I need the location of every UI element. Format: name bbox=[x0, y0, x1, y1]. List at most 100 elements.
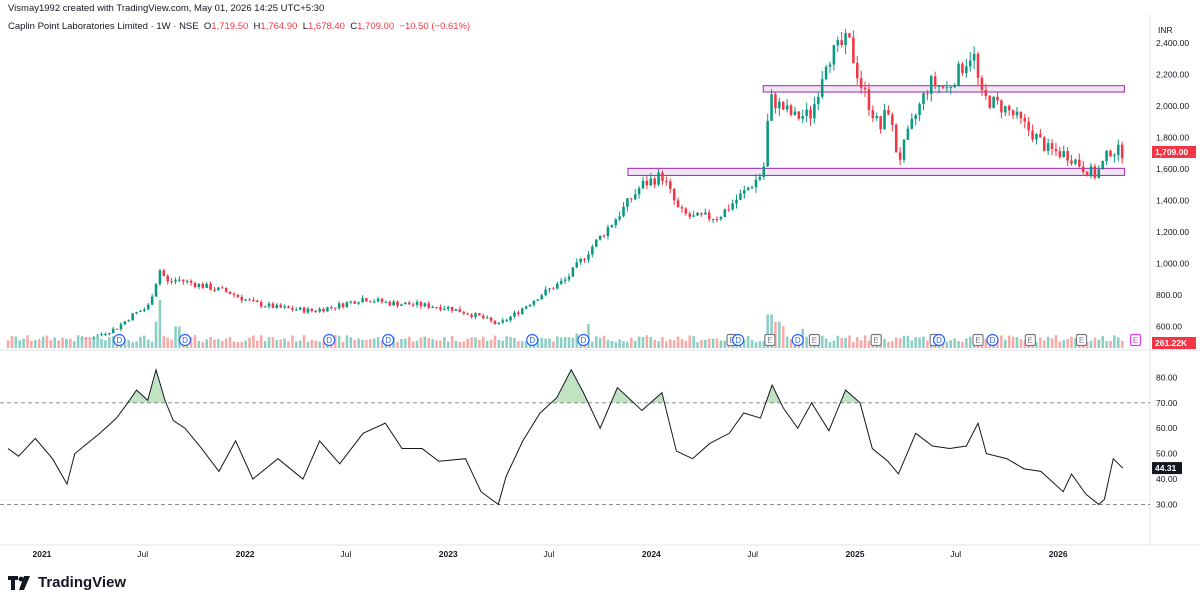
candle-body[interactable] bbox=[1027, 121, 1030, 131]
candle-body[interactable] bbox=[700, 212, 703, 215]
candle-body[interactable] bbox=[844, 33, 847, 46]
candle-body[interactable] bbox=[684, 208, 688, 214]
candle-body[interactable] bbox=[322, 308, 325, 312]
candle-body[interactable] bbox=[750, 187, 754, 189]
candle-body[interactable] bbox=[369, 301, 372, 303]
candle-body[interactable] bbox=[817, 96, 820, 105]
earnings-marker[interactable] bbox=[972, 333, 984, 347]
candle-body[interactable] bbox=[505, 320, 508, 322]
candle-body[interactable] bbox=[228, 291, 232, 294]
candle-body[interactable] bbox=[263, 306, 267, 308]
candle-body[interactable] bbox=[606, 227, 610, 237]
candle-body[interactable] bbox=[497, 322, 501, 325]
candle-body[interactable] bbox=[879, 116, 882, 130]
candle-body[interactable] bbox=[411, 304, 415, 306]
candle-body[interactable] bbox=[240, 296, 244, 301]
candle-body[interactable] bbox=[548, 288, 551, 290]
candle-body[interactable] bbox=[992, 96, 995, 108]
candle-body[interactable] bbox=[380, 298, 384, 302]
candle-body[interactable] bbox=[454, 309, 458, 311]
candle-body[interactable] bbox=[633, 194, 637, 200]
candle-body[interactable] bbox=[1054, 148, 1058, 152]
candle-body[interactable] bbox=[419, 302, 423, 307]
candle-body[interactable] bbox=[1117, 144, 1120, 155]
candle-body[interactable] bbox=[894, 124, 898, 153]
candle-body[interactable] bbox=[661, 172, 664, 181]
candle-body[interactable] bbox=[291, 308, 294, 310]
earnings-marker[interactable] bbox=[808, 333, 821, 347]
candle-body[interactable] bbox=[836, 40, 840, 46]
candle-body[interactable] bbox=[626, 198, 629, 207]
candle-body[interactable] bbox=[267, 303, 271, 307]
candle-body[interactable] bbox=[575, 262, 579, 268]
candle-body[interactable] bbox=[1019, 111, 1023, 119]
candle-body[interactable] bbox=[988, 95, 991, 108]
dividend-marker[interactable] bbox=[791, 333, 804, 347]
candle-body[interactable] bbox=[295, 309, 298, 311]
candle-body[interactable] bbox=[762, 166, 766, 177]
candle-body[interactable] bbox=[758, 176, 762, 180]
candle-body[interactable] bbox=[123, 321, 127, 325]
candle-body[interactable] bbox=[536, 299, 540, 301]
candle-body[interactable] bbox=[976, 53, 980, 78]
candle-body[interactable] bbox=[891, 114, 894, 125]
candle-body[interactable] bbox=[653, 178, 656, 185]
earnings-marker[interactable] bbox=[1129, 333, 1142, 347]
candle-body[interactable] bbox=[571, 267, 575, 277]
candle-body[interactable] bbox=[1058, 151, 1062, 158]
candle-body[interactable] bbox=[793, 111, 797, 115]
candle-body[interactable] bbox=[583, 258, 586, 260]
candle-body[interactable] bbox=[552, 288, 555, 290]
candle-body[interactable] bbox=[182, 279, 185, 282]
candle-body[interactable] bbox=[961, 63, 964, 74]
candle-body[interactable] bbox=[711, 218, 715, 220]
candle-body[interactable] bbox=[470, 314, 473, 317]
candle-body[interactable] bbox=[330, 307, 333, 309]
candle-body[interactable] bbox=[914, 115, 917, 119]
candle-body[interactable] bbox=[1081, 166, 1085, 172]
candle-body[interactable] bbox=[489, 317, 493, 321]
candle-body[interactable] bbox=[1042, 137, 1046, 151]
candle-body[interactable] bbox=[524, 306, 528, 309]
candle-body[interactable] bbox=[933, 76, 937, 87]
event-markers[interactable]: DDDDDDEDEDEEEDEDEEE bbox=[113, 333, 1142, 347]
candle-body[interactable] bbox=[930, 76, 933, 94]
dividend-marker[interactable] bbox=[382, 333, 395, 347]
dividend-marker[interactable] bbox=[526, 333, 539, 347]
candle-body[interactable] bbox=[224, 288, 228, 292]
candle-body[interactable] bbox=[544, 289, 547, 296]
candle-body[interactable] bbox=[965, 66, 968, 74]
candle-body[interactable] bbox=[1039, 134, 1042, 138]
candle-body[interactable] bbox=[407, 302, 411, 305]
dividend-marker[interactable] bbox=[986, 333, 999, 347]
candle-body[interactable] bbox=[715, 218, 719, 220]
candle-body[interactable] bbox=[220, 287, 224, 289]
candle-body[interactable] bbox=[298, 307, 302, 310]
candle-body[interactable] bbox=[259, 302, 263, 307]
candle-body[interactable] bbox=[365, 298, 368, 302]
candle-body[interactable] bbox=[306, 308, 310, 313]
candle-body[interactable] bbox=[1011, 110, 1015, 116]
candle-body[interactable] bbox=[770, 94, 773, 121]
candle-body[interactable] bbox=[704, 212, 707, 215]
dividend-marker[interactable] bbox=[178, 333, 192, 347]
candle-body[interactable] bbox=[707, 212, 711, 220]
candle-body[interactable] bbox=[213, 289, 216, 291]
candle-body[interactable] bbox=[774, 94, 777, 109]
candle-body[interactable] bbox=[567, 276, 571, 280]
candle-body[interactable] bbox=[357, 302, 360, 304]
candle-body[interactable] bbox=[314, 311, 318, 313]
candle-body[interactable] bbox=[789, 105, 793, 115]
candle-body[interactable] bbox=[809, 109, 812, 119]
candle-body[interactable] bbox=[630, 198, 633, 200]
candle-body[interactable] bbox=[1046, 143, 1050, 151]
candle-body[interactable] bbox=[501, 320, 505, 323]
candle-body[interactable] bbox=[922, 93, 925, 105]
candle-body[interactable] bbox=[766, 120, 769, 167]
candle-body[interactable] bbox=[115, 328, 119, 330]
candle-body[interactable] bbox=[672, 188, 676, 201]
candle-body[interactable] bbox=[887, 110, 890, 115]
candle-body[interactable] bbox=[528, 304, 532, 307]
candle-body[interactable] bbox=[392, 301, 395, 306]
earnings-marker[interactable] bbox=[764, 333, 776, 347]
